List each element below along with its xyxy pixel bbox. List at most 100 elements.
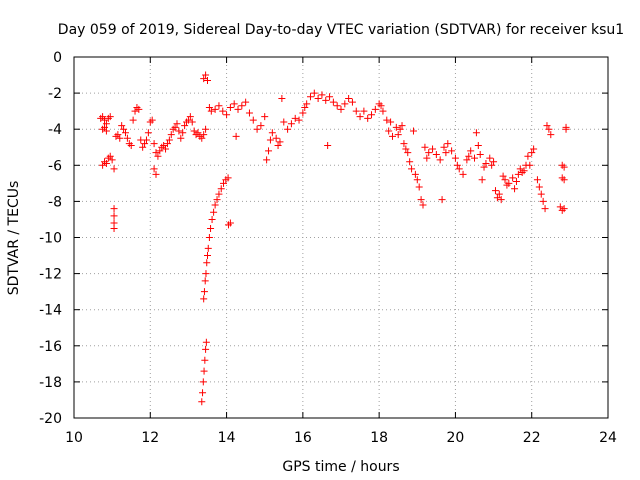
data-point <box>432 150 440 158</box>
data-point <box>364 114 372 122</box>
x-tick-label: 24 <box>599 430 617 446</box>
data-point <box>436 156 444 164</box>
data-point <box>104 114 112 122</box>
chart-title: Day 059 of 2019, Sidereal Day-to-day VTE… <box>58 22 624 38</box>
data-point <box>505 179 513 187</box>
data-point <box>411 170 419 178</box>
y-tick-label: -8 <box>48 194 62 210</box>
data-point <box>490 158 498 166</box>
data-point <box>392 123 400 131</box>
data-point <box>148 116 156 124</box>
data-point <box>425 149 433 157</box>
data-point <box>387 118 395 126</box>
x-tick-label: 12 <box>141 430 159 446</box>
data-point <box>402 145 410 153</box>
data-point <box>547 131 555 139</box>
data-point <box>539 197 547 205</box>
data-point <box>211 201 219 209</box>
x-tick-label: 14 <box>218 430 236 446</box>
data-point <box>162 145 170 153</box>
data-point <box>199 378 207 386</box>
data-point <box>179 129 187 137</box>
x-tick-label: 22 <box>523 430 541 446</box>
data-point <box>158 143 166 151</box>
data-point <box>142 136 150 144</box>
data-point <box>114 131 122 139</box>
data-point <box>278 95 286 103</box>
data-point <box>558 206 566 214</box>
data-point <box>223 111 231 119</box>
data-point <box>440 143 448 151</box>
data-point <box>535 183 543 191</box>
data-point <box>99 161 107 169</box>
data-point <box>493 194 501 202</box>
data-point <box>503 181 511 189</box>
data-point <box>102 159 110 167</box>
data-point <box>211 105 219 113</box>
data-point <box>106 152 114 160</box>
x-axis-ticks: 10 12 14 16 18 20 22 24 <box>65 57 617 446</box>
data-point <box>215 190 223 198</box>
data-point <box>419 201 427 209</box>
data-point <box>201 277 209 285</box>
data-point <box>198 134 206 142</box>
y-tick-label: -6 <box>48 158 62 174</box>
data-point <box>326 93 334 101</box>
x-axis-title: GPS time / hours <box>282 459 399 475</box>
data-point <box>514 170 522 178</box>
data-point <box>199 389 207 397</box>
y-tick-label: -16 <box>39 339 62 355</box>
data-point <box>265 147 273 155</box>
data-point <box>448 147 456 155</box>
data-point <box>177 134 185 142</box>
data-point <box>160 141 168 149</box>
data-point <box>442 149 450 157</box>
data-point <box>497 196 505 204</box>
data-point <box>150 140 158 148</box>
data-point <box>409 127 417 135</box>
data-point <box>400 140 408 148</box>
data-point <box>208 215 216 223</box>
data-point <box>526 161 534 169</box>
data-point <box>429 145 437 153</box>
data-point <box>203 259 211 267</box>
data-point <box>406 158 414 166</box>
data-point <box>205 104 213 112</box>
data-point <box>423 154 431 162</box>
y-tick-label: -18 <box>39 375 62 391</box>
data-point <box>224 221 232 229</box>
data-point <box>171 123 179 131</box>
data-point <box>375 100 383 108</box>
data-point <box>152 170 160 178</box>
data-point <box>101 116 109 124</box>
grid-lines <box>74 57 608 418</box>
data-point <box>200 295 208 303</box>
data-point <box>106 113 114 121</box>
data-point <box>101 123 109 131</box>
data-point <box>120 125 128 133</box>
data-point <box>310 89 318 97</box>
data-point <box>295 116 303 124</box>
data-point <box>396 125 404 133</box>
data-point <box>186 113 194 121</box>
data-point <box>123 134 131 142</box>
data-point <box>202 125 210 133</box>
data-point <box>141 140 149 148</box>
data-point <box>345 95 353 103</box>
data-point <box>499 172 507 180</box>
y-tick-label: -12 <box>39 267 62 283</box>
data-point <box>488 161 496 169</box>
data-point <box>318 91 326 99</box>
data-point <box>272 134 280 142</box>
data-point <box>388 132 396 140</box>
data-point <box>415 183 423 191</box>
data-point <box>398 122 406 130</box>
data-point <box>404 149 412 157</box>
data-point <box>207 224 215 232</box>
data-point <box>467 147 475 155</box>
data-point <box>324 141 332 149</box>
data-point <box>455 165 463 173</box>
data-point <box>524 152 532 160</box>
data-point <box>139 143 147 151</box>
data-point <box>495 190 503 198</box>
